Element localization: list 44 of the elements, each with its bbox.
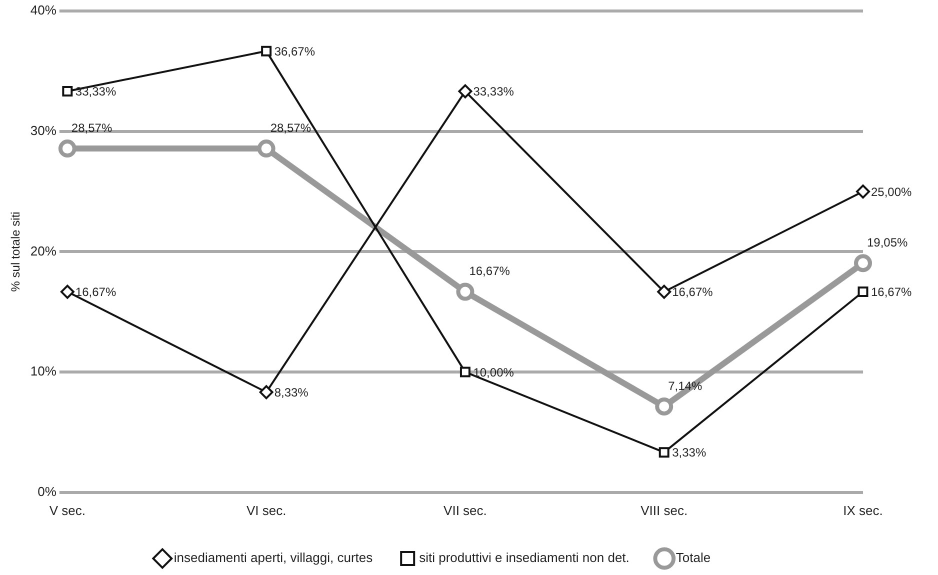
data-label: 16,67% bbox=[672, 285, 714, 300]
y-tick-label: 20% bbox=[30, 243, 57, 258]
point bbox=[257, 140, 276, 158]
point bbox=[854, 254, 872, 272]
point bbox=[858, 286, 868, 298]
data-label: 16,67% bbox=[871, 285, 912, 300]
x-tick-label: VII sec. bbox=[444, 502, 487, 518]
data-label: 10,00% bbox=[473, 365, 514, 380]
data-label: 28,57% bbox=[270, 120, 312, 135]
point bbox=[58, 140, 76, 158]
point bbox=[458, 84, 472, 98]
y-tick-label: 10% bbox=[30, 364, 57, 379]
y-tick-label: 40% bbox=[30, 2, 57, 18]
y-axis-title: % sul totale siti bbox=[8, 212, 23, 292]
data-label: 8,33% bbox=[274, 385, 309, 400]
point bbox=[60, 284, 74, 299]
legend-label: Totale bbox=[676, 550, 711, 566]
point bbox=[856, 184, 870, 199]
legend-label: siti produttivi e insediamenti non det. bbox=[419, 550, 630, 566]
data-label: 36,67% bbox=[274, 44, 316, 58]
data-label: 3,33% bbox=[672, 446, 706, 460]
legend-label: insediamenti aperti, villaggi, curtes bbox=[174, 550, 374, 566]
x-tick-label: V sec. bbox=[49, 502, 86, 518]
data-label: 19,05% bbox=[867, 235, 908, 250]
point bbox=[657, 284, 672, 299]
point bbox=[259, 385, 274, 400]
point bbox=[658, 447, 670, 458]
data-label: 16,67% bbox=[75, 285, 116, 300]
data-label: 33,33% bbox=[473, 84, 514, 99]
point bbox=[261, 46, 272, 56]
y-tick-label: 30% bbox=[30, 122, 57, 138]
data-label: 16,67% bbox=[469, 264, 510, 278]
y-tick-label: 0% bbox=[38, 484, 57, 499]
data-label: 33,33% bbox=[75, 84, 116, 99]
x-tick-label: VI sec. bbox=[246, 502, 286, 518]
point bbox=[62, 86, 73, 97]
point bbox=[460, 366, 470, 378]
data-label: 28,57% bbox=[71, 120, 112, 135]
data-label: 7,14% bbox=[668, 378, 702, 393]
x-tick-label: IX sec. bbox=[843, 502, 883, 518]
point bbox=[655, 397, 674, 416]
point bbox=[456, 282, 474, 301]
data-label: 25,00% bbox=[871, 184, 912, 199]
x-tick-label: VIII sec. bbox=[640, 502, 688, 518]
